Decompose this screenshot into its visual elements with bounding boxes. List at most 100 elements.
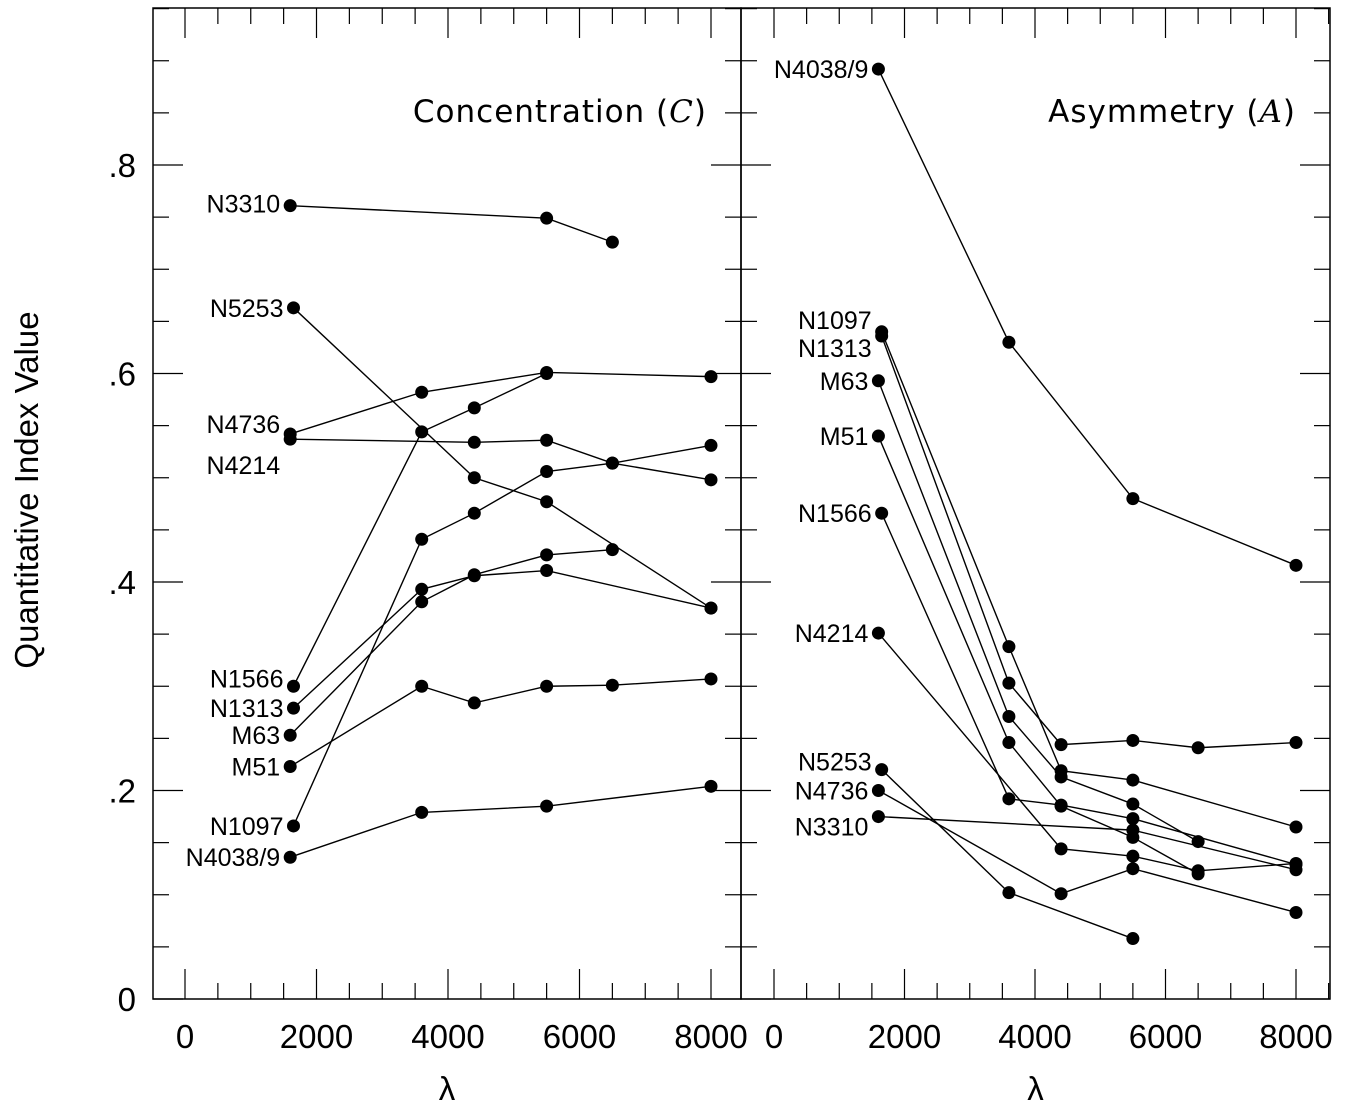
data-point [467,506,481,520]
data-point [1126,797,1140,811]
data-point [1002,886,1016,900]
x-tick-label: 6000 [1129,1018,1202,1055]
panel-title-2: Asymmetry (A) [1048,94,1296,130]
data-point [871,784,885,797]
x-axis-label: λ [439,1070,456,1107]
data-point [1126,862,1140,876]
data-point [1289,905,1303,919]
series-line [877,380,1199,843]
y-tick-label: .8 [108,147,136,184]
data-point [467,568,481,582]
data-point [1002,335,1016,349]
data-point [704,601,718,615]
series-label: N1566 [798,500,872,528]
data-point [605,678,619,692]
data-point [1002,640,1016,654]
data-point [467,435,481,449]
y-tick-label: .2 [108,773,136,810]
data-point [1289,820,1303,834]
data-point [871,626,885,640]
data-point [875,329,889,343]
data-point [467,401,481,415]
data-point [704,672,718,686]
data-point [540,433,554,447]
data-point [1054,842,1068,856]
data-point [1126,932,1140,946]
data-point [415,532,429,546]
x-tick-label: 0 [765,1018,783,1055]
data-point [415,679,429,693]
data-point [415,595,429,609]
series-line [877,632,1297,872]
series-label: N4736 [795,778,869,806]
data-point [283,199,297,213]
series-line [289,785,712,858]
data-point [605,235,619,249]
x-tick-label: 8000 [674,1018,747,1055]
series-line [881,512,1297,866]
data-point [871,429,885,443]
data-point [1054,738,1068,752]
data-point [871,62,885,76]
series-line [877,435,1199,875]
data-point [415,425,429,439]
data-point [1289,558,1303,572]
data-point [286,701,300,715]
x-tick-label: 4000 [998,1018,1071,1055]
data-point [1126,823,1140,837]
data-point [1002,736,1016,750]
data-point [704,779,718,793]
series-line [878,815,1297,871]
series-label: M63 [820,368,869,396]
x-tick-label: 0 [176,1018,194,1055]
data-point [1289,863,1303,877]
series-label: M51 [820,423,869,451]
y-tick-label: 0 [118,981,136,1018]
series-line [881,335,1297,749]
series-label: N4038/9 [186,844,281,872]
data-point [1002,676,1016,690]
data-point [286,679,300,693]
data-point [1191,864,1205,878]
data-point [1126,492,1140,506]
data-point [875,763,889,777]
data-point [875,506,889,520]
data-point [1002,709,1016,723]
data-point [1054,887,1068,901]
data-point [1126,849,1140,863]
data-point [1289,736,1303,750]
data-point [286,819,300,833]
series-line [289,678,712,768]
series-label: M63 [232,722,281,750]
data-point [704,438,718,452]
data-point [540,495,554,509]
series-label: N4214 [207,452,281,480]
x-axis-label: λ [1027,1070,1044,1107]
data-point [540,679,554,693]
series-label: N1313 [210,695,284,723]
series-label: N4038/9 [774,56,869,84]
series-line [878,789,1297,914]
data-point [1126,812,1140,826]
series-label: N5253 [798,749,872,777]
data-point [1054,770,1068,784]
series-line [290,438,712,481]
x-tick-label: 4000 [411,1018,484,1055]
panel-title-1: Concentration (C) [413,94,707,130]
series-label: N1313 [798,335,872,363]
data-point [415,385,429,399]
x-tick-label: 8000 [1259,1018,1332,1055]
series-line [290,204,613,243]
data-point [540,464,554,478]
data-point [1126,773,1140,787]
data-point [1002,792,1016,806]
data-point [871,374,885,388]
series-label: N1566 [210,665,284,693]
data-point [283,432,297,446]
series-line [289,371,712,435]
data-point [415,582,429,596]
series-label: M51 [232,754,281,782]
data-point [1054,798,1068,812]
series-line [292,372,547,687]
series-label: N5253 [210,295,284,323]
